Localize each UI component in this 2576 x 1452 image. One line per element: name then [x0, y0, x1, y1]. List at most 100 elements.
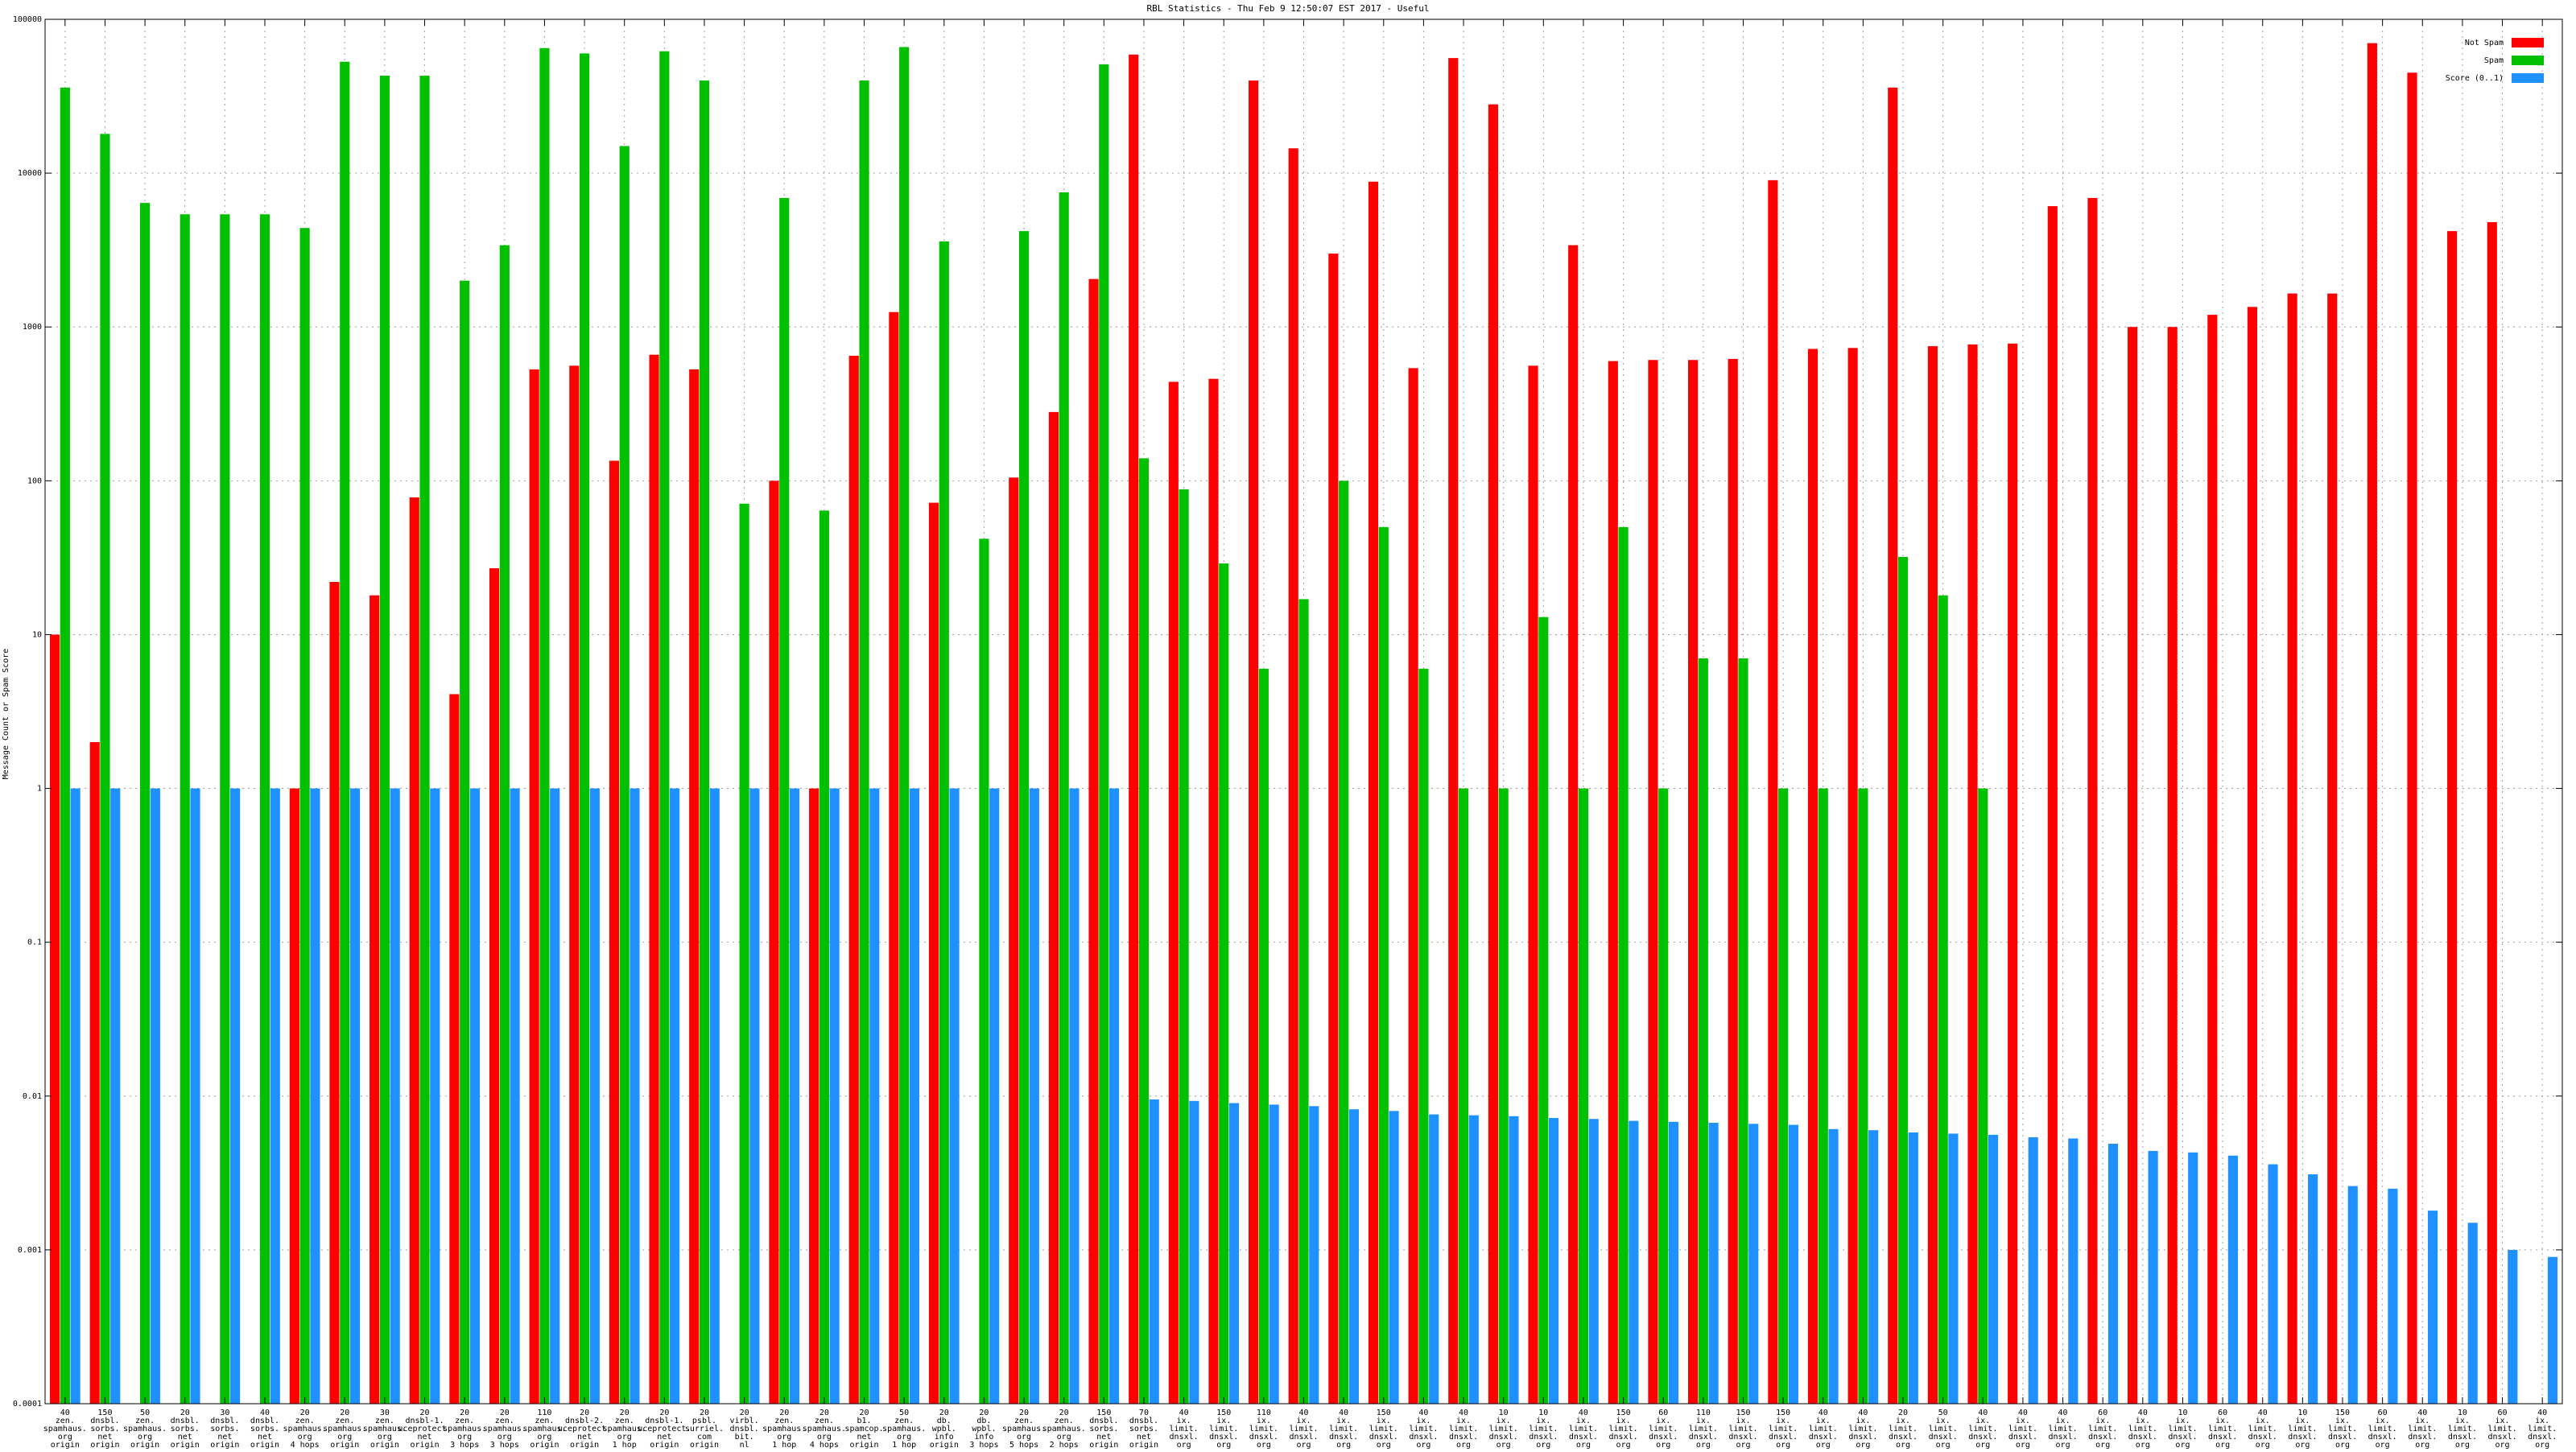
bar-score-0-1: [749, 788, 760, 1404]
bar-score-0-1: [1548, 1118, 1559, 1404]
bars: [49, 43, 2558, 1405]
bar-not-spam: [1728, 358, 1738, 1405]
bar-spam: [460, 280, 470, 1405]
plot-frame: [44, 19, 2563, 1405]
chart-title: RBL Statistics - Thu Feb 9 12:50:07 EST …: [1147, 3, 1430, 14]
bar-spam: [60, 87, 70, 1404]
bar-not-spam: [1847, 348, 1858, 1404]
x-tick-label: 20 zen. spamhaus. org 1 hop: [762, 1409, 806, 1449]
bar-spam: [899, 47, 910, 1404]
bar-score-0-1: [1708, 1123, 1719, 1404]
bar-not-spam: [1608, 361, 1618, 1404]
bar-spam: [659, 51, 670, 1404]
x-tick-label: 40 dnsbl. sorbs. net origin: [250, 1409, 279, 1449]
bar-spam: [859, 80, 869, 1404]
bar-spam: [1897, 556, 1909, 1404]
bar-score-0-1: [510, 788, 520, 1404]
y-tick-label: 100000: [13, 15, 42, 24]
bar-not-spam: [2407, 72, 2417, 1405]
bar-spam: [419, 76, 430, 1405]
bar-score-0-1: [2347, 1186, 2358, 1404]
bar-score-0-1: [2028, 1136, 2038, 1404]
bar-not-spam: [1368, 181, 1379, 1405]
bar-spam: [1339, 481, 1349, 1405]
bar-spam: [220, 214, 230, 1404]
bar-score-0-1: [1069, 788, 1080, 1404]
bar-spam: [1418, 668, 1429, 1404]
bar-spam: [619, 146, 630, 1404]
bar-score-0-1: [1029, 788, 1039, 1404]
bar-score-0-1: [2547, 1256, 2558, 1404]
bar-not-spam: [2207, 315, 2218, 1404]
bar-score-0-1: [670, 788, 680, 1404]
bar-score-0-1: [1868, 1130, 1879, 1404]
bar-spam: [1578, 788, 1589, 1404]
x-tick-label: 150 dnsbl. sorbs. net origin: [1089, 1409, 1118, 1449]
x-tick-label: 20 zen. spamhaus. org 5 hops: [1002, 1409, 1046, 1449]
bar-not-spam: [2367, 43, 2377, 1404]
bar-spam: [979, 538, 989, 1404]
bar-not-spam: [1448, 58, 1459, 1405]
bar-score-0-1: [1748, 1124, 1759, 1404]
bar-not-spam: [369, 595, 380, 1404]
x-tick-label: 20 zen. spamhaus. org 1 hop: [603, 1409, 646, 1449]
bar-score-0-1: [150, 788, 160, 1404]
bar-score-0-1: [1228, 1103, 1240, 1404]
bar-spam: [180, 214, 190, 1404]
bar-score-0-1: [550, 788, 560, 1404]
bar-not-spam: [2327, 293, 2338, 1404]
grid-lines: [45, 19, 2562, 1404]
x-tick-label: 20 dnsbl-2. uceprotect. net origin: [558, 1409, 611, 1449]
bar-score-0-1: [589, 788, 600, 1404]
bar-spam: [140, 203, 151, 1405]
bar-not-spam: [609, 460, 620, 1405]
bar-score-0-1: [2427, 1211, 2438, 1404]
y-tick-label: 10000: [18, 169, 42, 178]
bar-not-spam: [928, 502, 939, 1405]
bar-not-spam: [2127, 327, 2138, 1405]
bar-score-0-1: [1668, 1121, 1679, 1404]
legend-swatch: [2512, 73, 2544, 83]
bar-not-spam: [289, 788, 299, 1404]
bar-score-0-1: [1189, 1100, 1199, 1404]
bar-spam: [739, 503, 749, 1404]
bar-spam: [1138, 458, 1150, 1404]
bar-not-spam: [1129, 54, 1139, 1404]
legend-label: Not Spam: [2465, 39, 2504, 47]
bar-score-0-1: [1948, 1133, 1959, 1404]
y-tick-label: 1000: [23, 323, 42, 332]
bar-not-spam: [449, 694, 460, 1404]
bar-not-spam: [649, 354, 659, 1405]
bar-spam: [699, 80, 710, 1404]
bar-score-0-1: [1149, 1099, 1159, 1404]
bar-spam: [1618, 526, 1629, 1404]
x-tick-label: 20 db. wpbl. info 3 hops: [969, 1409, 998, 1449]
legend-swatch: [2512, 38, 2544, 47]
bar-not-spam: [1088, 278, 1099, 1405]
bar-score-0-1: [1389, 1111, 1399, 1404]
y-axis-label: Message Count or Spam Score: [2, 649, 10, 780]
bar-not-spam: [489, 568, 500, 1404]
bar-score-0-1: [829, 788, 840, 1404]
bar-spam: [299, 228, 310, 1405]
bar-spam: [1018, 231, 1030, 1405]
bar-spam: [1219, 563, 1229, 1404]
bar-not-spam: [1288, 148, 1298, 1405]
y-tick-label: 100: [27, 476, 42, 485]
bar-spam: [939, 241, 949, 1405]
bar-not-spam: [1488, 104, 1498, 1404]
bar-not-spam: [1768, 179, 1778, 1405]
bar-score-0-1: [1348, 1109, 1359, 1404]
bar-not-spam: [1568, 245, 1579, 1405]
bar-spam: [1738, 658, 1748, 1404]
bar-not-spam: [809, 788, 819, 1404]
bar-score-0-1: [2308, 1174, 2318, 1404]
